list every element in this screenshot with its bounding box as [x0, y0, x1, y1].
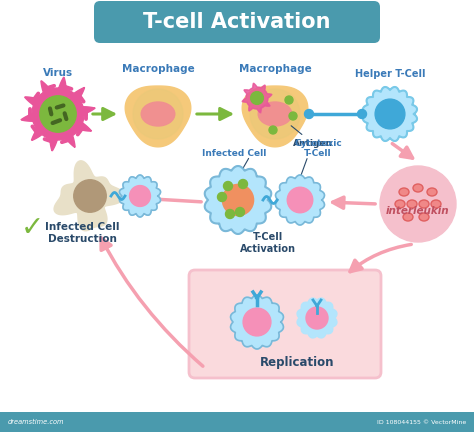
- Ellipse shape: [419, 213, 429, 221]
- Polygon shape: [242, 86, 308, 147]
- Circle shape: [251, 92, 264, 105]
- Text: ✓: ✓: [20, 214, 44, 242]
- Circle shape: [285, 96, 293, 104]
- Circle shape: [226, 210, 235, 219]
- Circle shape: [269, 126, 277, 134]
- Ellipse shape: [395, 200, 405, 208]
- Ellipse shape: [258, 102, 292, 126]
- Ellipse shape: [427, 188, 437, 196]
- Polygon shape: [230, 295, 283, 349]
- Circle shape: [133, 89, 183, 139]
- Circle shape: [289, 112, 297, 120]
- Circle shape: [287, 187, 313, 213]
- Text: Macrophage: Macrophage: [238, 64, 311, 74]
- Text: Replication: Replication: [260, 356, 334, 369]
- Polygon shape: [54, 161, 125, 231]
- Ellipse shape: [399, 188, 409, 196]
- Circle shape: [357, 109, 366, 118]
- Circle shape: [224, 181, 233, 191]
- FancyBboxPatch shape: [94, 1, 380, 43]
- Polygon shape: [297, 298, 337, 338]
- Text: Infected Cell: Infected Cell: [202, 149, 266, 158]
- Circle shape: [40, 96, 76, 132]
- Circle shape: [306, 307, 328, 329]
- Ellipse shape: [431, 200, 441, 208]
- Text: interleukin: interleukin: [386, 206, 450, 216]
- Text: dreamstime.com: dreamstime.com: [8, 419, 64, 425]
- Text: Antigen: Antigen: [291, 126, 333, 148]
- Text: Cytotoxic
T-Cell: Cytotoxic T-Cell: [294, 139, 342, 158]
- Polygon shape: [275, 175, 325, 225]
- Ellipse shape: [419, 200, 429, 208]
- Circle shape: [238, 180, 247, 188]
- Text: T-cell Activation: T-cell Activation: [143, 12, 331, 32]
- Circle shape: [250, 89, 300, 139]
- Ellipse shape: [413, 184, 423, 192]
- Circle shape: [380, 166, 456, 242]
- Circle shape: [375, 99, 405, 129]
- Text: ID 108044155 © VectorMine: ID 108044155 © VectorMine: [377, 419, 466, 425]
- FancyBboxPatch shape: [0, 412, 474, 432]
- Circle shape: [218, 193, 227, 201]
- Circle shape: [236, 207, 245, 216]
- Ellipse shape: [407, 200, 417, 208]
- Text: Macrophage: Macrophage: [122, 64, 194, 74]
- Polygon shape: [363, 87, 417, 141]
- Text: Infected Cell
Destruction: Infected Cell Destruction: [45, 222, 119, 244]
- Circle shape: [243, 308, 271, 336]
- Polygon shape: [125, 86, 191, 147]
- Circle shape: [129, 186, 150, 206]
- Polygon shape: [21, 77, 95, 151]
- Circle shape: [222, 184, 254, 216]
- Circle shape: [304, 109, 313, 118]
- Ellipse shape: [403, 213, 413, 221]
- Polygon shape: [205, 166, 271, 234]
- Text: Virus: Virus: [43, 68, 73, 78]
- Text: Helper T-Cell: Helper T-Cell: [355, 69, 425, 79]
- Polygon shape: [119, 175, 161, 217]
- Text: T-Cell
Activation: T-Cell Activation: [240, 232, 296, 254]
- Ellipse shape: [141, 102, 175, 126]
- Circle shape: [74, 180, 106, 212]
- FancyBboxPatch shape: [189, 270, 381, 378]
- Polygon shape: [242, 83, 272, 113]
